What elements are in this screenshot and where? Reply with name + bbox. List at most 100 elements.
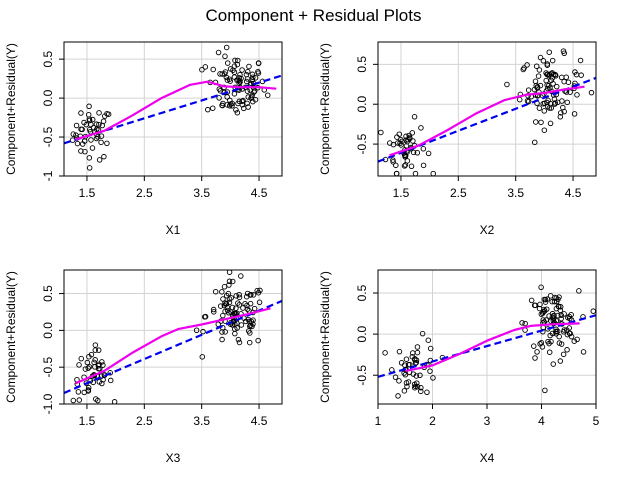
data-point bbox=[551, 101, 558, 107]
data-point bbox=[536, 105, 543, 111]
x-tick-label: 1.5 bbox=[393, 186, 410, 200]
y-axis-label: Component+Residual(Y) bbox=[4, 43, 18, 175]
data-point bbox=[409, 353, 416, 360]
data-point bbox=[264, 92, 271, 98]
data-point bbox=[224, 60, 231, 66]
data-point bbox=[86, 353, 92, 360]
data-point bbox=[98, 139, 104, 146]
data-point bbox=[561, 50, 567, 57]
x-axis-label: X3 bbox=[166, 451, 181, 465]
data-point bbox=[229, 100, 235, 107]
data-point bbox=[417, 372, 423, 379]
data-point bbox=[249, 92, 255, 99]
data-point bbox=[410, 350, 416, 356]
data-point bbox=[538, 284, 544, 291]
data-point bbox=[89, 116, 96, 123]
data-point bbox=[78, 110, 84, 116]
y-tick-label: 0.0 bbox=[355, 96, 369, 113]
data-point bbox=[193, 327, 200, 333]
data-point bbox=[88, 121, 94, 128]
panel-4: 1 2 3 4 5 -0.5 0.0 0.5 X4 Component+Residual(Y) bbox=[318, 269, 600, 465]
data-point bbox=[234, 325, 240, 331]
data-point bbox=[96, 157, 103, 163]
x-axis-label: X2 bbox=[480, 223, 495, 237]
data-point bbox=[390, 159, 396, 165]
data-point bbox=[250, 74, 256, 81]
y-tick-label: 0.0 bbox=[355, 325, 369, 342]
data-point bbox=[247, 292, 254, 298]
data-point bbox=[224, 77, 231, 83]
data-point bbox=[95, 134, 101, 140]
data-point bbox=[228, 295, 234, 301]
data-point bbox=[558, 312, 565, 319]
data-point bbox=[425, 150, 432, 157]
data-point bbox=[525, 87, 532, 93]
y-tick-label: -0.5 bbox=[41, 357, 55, 378]
panel-2: 1.5 2.5 3.5 4.5 -0.5 0.0 0.5 X2 Component+Residu… bbox=[318, 41, 597, 237]
data-point bbox=[546, 49, 552, 55]
data-point bbox=[392, 374, 399, 380]
data-point bbox=[250, 317, 256, 323]
data-point bbox=[537, 54, 544, 61]
data-point bbox=[220, 312, 226, 319]
data-point bbox=[92, 357, 98, 363]
data-point bbox=[240, 97, 246, 104]
data-point bbox=[556, 333, 562, 340]
data-point bbox=[576, 288, 582, 294]
data-point bbox=[519, 320, 525, 326]
data-point bbox=[414, 349, 421, 356]
data-point bbox=[558, 74, 565, 81]
data-point bbox=[524, 62, 530, 68]
data-point bbox=[533, 63, 540, 69]
data-point bbox=[215, 321, 222, 328]
data-point bbox=[425, 337, 432, 343]
data-point bbox=[224, 304, 230, 311]
data-point bbox=[251, 305, 258, 312]
data-point bbox=[397, 140, 403, 146]
data-point bbox=[550, 317, 557, 324]
data-point bbox=[255, 68, 261, 75]
figure-title: Component + Residual Plots bbox=[205, 6, 422, 25]
data-point bbox=[536, 67, 543, 73]
data-point bbox=[76, 397, 83, 403]
data-point bbox=[548, 105, 555, 111]
data-point bbox=[408, 163, 415, 170]
data-point bbox=[525, 98, 532, 105]
data-point bbox=[236, 302, 243, 308]
data-point bbox=[412, 170, 419, 177]
data-point bbox=[532, 78, 539, 85]
data-point bbox=[247, 300, 254, 307]
data-point bbox=[516, 96, 523, 103]
data-point bbox=[396, 131, 403, 137]
data-point bbox=[240, 305, 246, 311]
data-point bbox=[430, 375, 436, 381]
data-point bbox=[406, 134, 413, 141]
data-point bbox=[557, 358, 564, 364]
data-point bbox=[240, 105, 247, 112]
data-point bbox=[561, 327, 568, 333]
data-point bbox=[90, 124, 97, 131]
y-tick-label: 0.5 bbox=[41, 50, 55, 67]
data-point bbox=[558, 315, 564, 322]
data-point bbox=[236, 80, 242, 87]
data-point bbox=[111, 399, 118, 405]
x-tick-label: 4.5 bbox=[565, 186, 582, 200]
data-point bbox=[542, 308, 548, 314]
data-point bbox=[544, 62, 551, 68]
data-point bbox=[382, 350, 388, 356]
data-point bbox=[217, 88, 224, 94]
data-point bbox=[229, 278, 236, 285]
data-point bbox=[540, 58, 547, 64]
data-point bbox=[567, 330, 573, 337]
x-tick-label: 2.5 bbox=[136, 414, 153, 428]
data-point bbox=[571, 111, 578, 117]
data-point bbox=[86, 103, 92, 110]
data-point bbox=[86, 155, 93, 161]
data-point bbox=[88, 137, 94, 143]
data-point bbox=[549, 298, 555, 305]
data-point bbox=[543, 77, 549, 84]
data-point bbox=[221, 302, 228, 309]
data-point bbox=[536, 305, 543, 312]
data-point bbox=[222, 53, 228, 60]
